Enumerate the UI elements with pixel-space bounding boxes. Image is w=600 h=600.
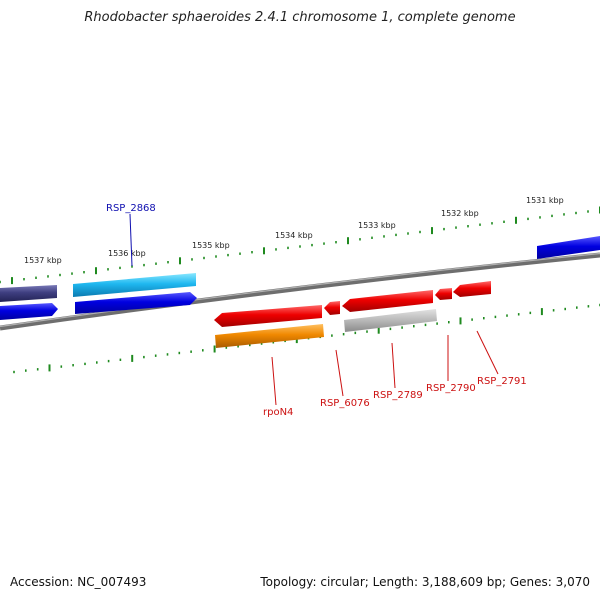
tick-label: 1537 kbp [24,256,62,265]
gene-label-rsp-2868[interactable]: RSP_2868 [106,203,156,214]
gene-arrow-rsp-2789[interactable] [342,290,433,312]
gene-arrow-rsp-2791[interactable] [453,281,491,297]
gene-label-rsp-2791[interactable]: RSP_2791 [477,376,527,387]
gene-label-rsp-2789[interactable]: RSP_2789 [373,390,423,401]
chromosome-backbone [0,252,600,331]
chromosome-backbone-highlight [0,252,600,328]
accession-text: Accession: NC_007493 [10,575,147,589]
gene-label-rsp-6076[interactable]: RSP_6076 [320,398,370,409]
gene-arrow-blue-mid[interactable] [75,292,197,314]
tick-label: 1531 kbp [526,196,564,205]
gene-arrow-blue-far-right[interactable] [537,236,600,259]
tick-label: 1532 kbp [441,209,479,218]
page-title: Rhodobacter sphaeroides 2.4.1 chromosome… [84,10,516,25]
gene-arrow-rpon4[interactable] [214,305,322,327]
gene-labels: RSP_2868 rpoN4 RSP_6076 RSP_2789 RSP_279… [106,203,527,418]
genome-stats-text: Topology: circular; Length: 3,188,609 bp… [260,575,590,589]
tick-label: 1534 kbp [275,231,313,240]
gene-label-rpon4[interactable]: rpoN4 [263,407,293,418]
gene-arrow-rsp-2790[interactable] [435,288,452,300]
gene-arrow-rsp-6076[interactable] [324,301,340,315]
gene-arrow-rsp-2868[interactable] [73,273,196,297]
gene-block-gray[interactable] [344,309,437,332]
tick-label: 1533 kbp [358,221,396,230]
outer-tick-track [0,206,600,285]
gene-label-rsp-2790[interactable]: RSP_2790 [426,383,476,394]
gene-arrow-navy[interactable] [0,285,57,302]
gene-arrow-blue-left[interactable] [0,303,58,320]
tick-label: 1535 kbp [192,241,230,250]
tick-label: 1536 kbp [108,249,146,258]
tick-labels: 1537 kbp 1536 kbp 1535 kbp 1534 kbp 1533… [24,196,564,265]
gene-block-orange[interactable] [215,324,324,348]
leader-lines [129,213,499,406]
